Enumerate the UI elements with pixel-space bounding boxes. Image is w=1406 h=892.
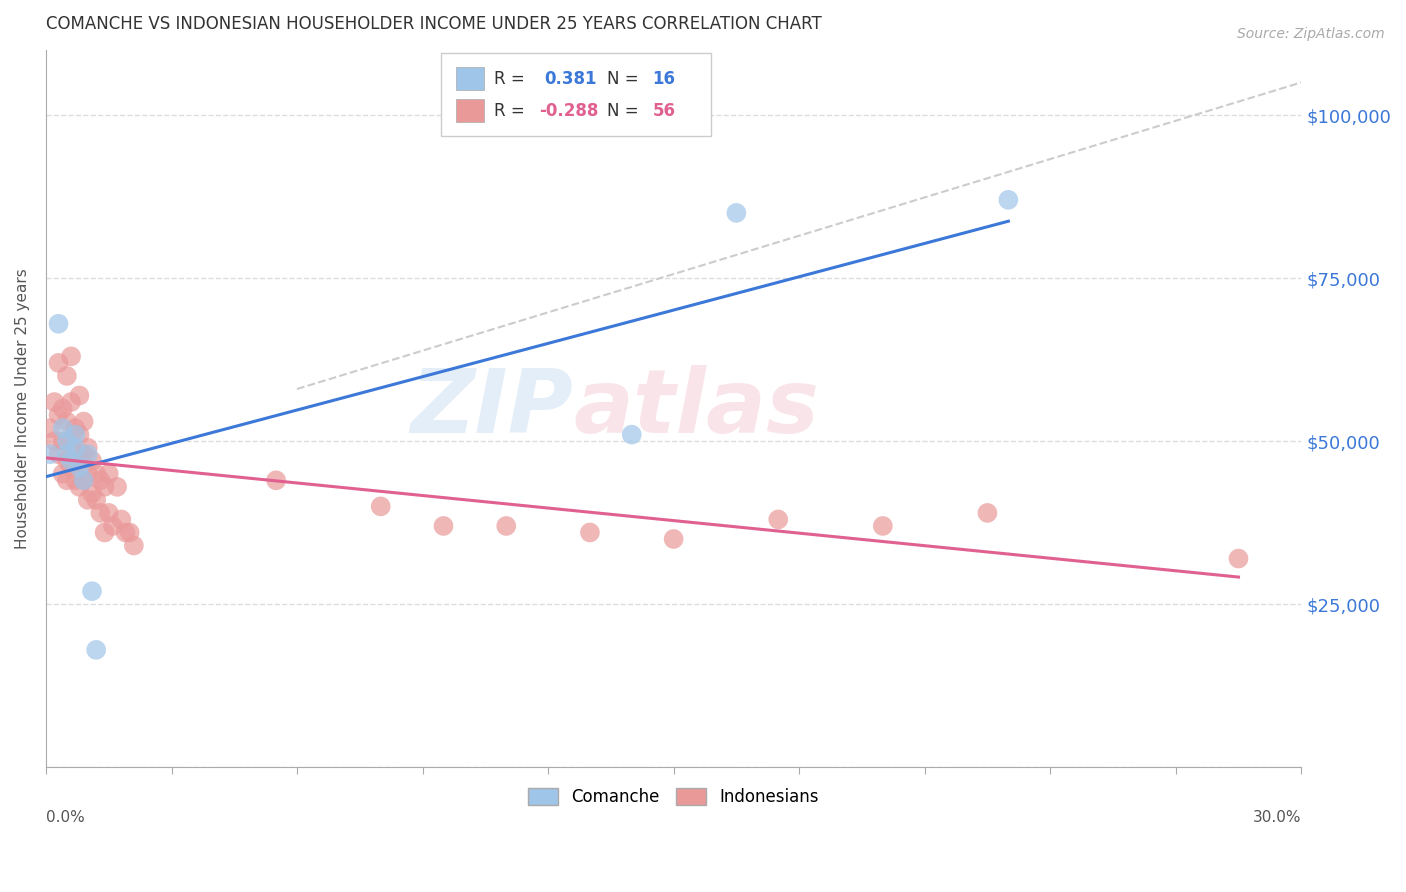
Y-axis label: Householder Income Under 25 years: Householder Income Under 25 years (15, 268, 30, 549)
Point (48, 408, 70, 422)
Point (52, 421, 75, 435)
Point (60, 454, 83, 468)
Point (72, 415, 94, 429)
Point (579, 525, 602, 540)
Text: N =: N = (607, 70, 638, 87)
Point (39, 421, 62, 435)
Point (48, 356, 70, 370)
Point (93, 525, 115, 540)
Point (56, 447, 79, 461)
Text: atlas: atlas (574, 365, 820, 452)
Text: R =: R = (494, 70, 524, 87)
Point (56, 454, 79, 468)
Text: N =: N = (607, 102, 638, 120)
Point (122, 539, 145, 553)
Point (60, 350, 83, 364)
Point (69, 388, 91, 402)
Point (48, 447, 70, 461)
Point (976, 506, 998, 520)
Point (80, 584, 103, 599)
Point (662, 532, 685, 546)
Bar (457, 67, 484, 90)
Point (264, 473, 287, 487)
Point (97, 467, 120, 481)
Point (65, 441, 87, 455)
Point (110, 512, 132, 526)
Point (39, 447, 62, 461)
Text: R =: R = (494, 102, 524, 120)
Point (72, 447, 94, 461)
Point (432, 519, 454, 533)
Point (69, 460, 91, 475)
Point (44, 434, 66, 449)
Point (872, 519, 894, 533)
Text: -0.288: -0.288 (540, 102, 599, 120)
Point (76, 441, 98, 455)
Point (72, 473, 94, 487)
Point (65, 447, 87, 461)
Point (370, 500, 392, 514)
Point (84, 643, 107, 657)
Point (89, 506, 111, 520)
Point (56, 473, 79, 487)
Text: COMANCHE VS INDONESIAN HOUSEHOLDER INCOME UNDER 25 YEARS CORRELATION CHART: COMANCHE VS INDONESIAN HOUSEHOLDER INCOM… (46, 15, 821, 33)
Point (65, 427, 87, 442)
Point (114, 525, 136, 540)
Point (56, 415, 79, 429)
Point (97, 506, 120, 520)
Point (56, 368, 79, 383)
Text: 0.0%: 0.0% (46, 810, 84, 825)
Point (725, 206, 748, 220)
Point (1227, 551, 1250, 566)
Point (69, 454, 91, 468)
Point (52, 401, 75, 416)
Point (76, 447, 98, 461)
Text: ZIP: ZIP (411, 365, 574, 452)
Point (118, 525, 141, 540)
Point (620, 427, 643, 442)
Point (80, 454, 103, 468)
Point (72, 473, 94, 487)
Legend: Comanche, Indonesians: Comanche, Indonesians (522, 781, 825, 813)
Point (76, 467, 98, 481)
Bar (457, 99, 484, 122)
Point (105, 480, 128, 494)
Point (48, 317, 70, 331)
Point (89, 473, 111, 487)
Point (768, 512, 790, 526)
Point (52, 467, 75, 481)
Point (76, 492, 98, 507)
Text: 56: 56 (652, 102, 675, 120)
Point (80, 486, 103, 500)
Point (69, 427, 91, 442)
Point (44, 395, 66, 409)
Point (60, 434, 83, 449)
Point (60, 460, 83, 475)
Point (65, 473, 87, 487)
Text: 0.381: 0.381 (544, 70, 596, 87)
Text: Source: ZipAtlas.com: Source: ZipAtlas.com (1237, 27, 1385, 41)
FancyBboxPatch shape (441, 54, 711, 136)
Text: 16: 16 (652, 70, 675, 87)
Point (84, 492, 107, 507)
Text: 30.0%: 30.0% (1253, 810, 1302, 825)
Point (101, 519, 124, 533)
Point (997, 193, 1019, 207)
Point (93, 480, 115, 494)
Point (69, 480, 91, 494)
Point (60, 395, 83, 409)
Point (495, 519, 517, 533)
Point (52, 434, 75, 449)
Point (56, 434, 79, 449)
Point (65, 421, 87, 435)
Point (84, 467, 107, 481)
